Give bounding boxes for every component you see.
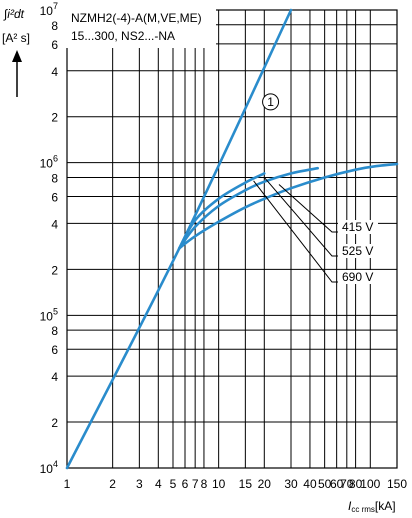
x-tick-label: 100: [360, 477, 380, 491]
x-tick-label: 3: [136, 477, 143, 491]
series-line-690-v: [178, 162, 399, 250]
series-line-1: [65, 8, 293, 470]
annotation-label-bg: [338, 270, 378, 284]
y-tick-label: 8: [51, 19, 58, 33]
y-tick-label: 107: [40, 1, 58, 18]
annotation-label: 415 V: [342, 220, 373, 234]
y-tick-label: 6: [51, 38, 58, 52]
y-axis-label: ∫i²dt: [3, 7, 25, 21]
x-tick-label: 150: [387, 477, 407, 491]
x-axis-label-sub: cc rms: [351, 505, 375, 514]
curve-marker-circle: [262, 93, 280, 111]
x-tick-label: 20: [258, 477, 272, 491]
grid: [66, 9, 398, 469]
series-line-415-v: [178, 166, 319, 250]
y-tick-label: 6: [51, 191, 58, 205]
x-axis-label-unit: [kA]: [375, 499, 396, 513]
chart-title-line-1: NZMH2(-4)-A(M,VE,ME): [71, 11, 202, 25]
x-axis-label-main: I: [348, 499, 352, 513]
series-line-525-v: [178, 172, 266, 250]
y-tick-label: 106: [40, 154, 58, 171]
x-tick-label: 60: [330, 477, 344, 491]
x-tick-label: 30: [284, 477, 298, 491]
curve-marker-label: 1: [267, 95, 274, 109]
y-tick-label: 4: [51, 370, 58, 384]
annotation-label: 525 V: [342, 244, 373, 258]
annotations: 415 V 525 V 690 V 1: [253, 93, 378, 284]
x-tick-label: 70: [340, 477, 354, 491]
x-tick-label: 4: [155, 477, 162, 491]
x-tick-label: 10: [212, 477, 226, 491]
plot-frame: [66, 9, 398, 469]
x-tick-label: 80: [349, 477, 363, 491]
annotation-label: 690 V: [342, 270, 373, 284]
x-tick-label: 6: [182, 477, 189, 491]
x-tick-label: 50: [318, 477, 332, 491]
x-axis-label: Icc rms[kA]: [348, 499, 396, 514]
y-tick-label: 4: [51, 217, 58, 231]
y-tick-label: 104: [40, 459, 58, 476]
y-tick-label: 2: [51, 263, 58, 277]
y-tick-label: 2: [51, 416, 58, 430]
y-tick-label: 6: [51, 343, 58, 357]
x-tick-label: 5: [170, 477, 177, 491]
annotation-label-bg: [338, 244, 378, 258]
y-tick-label: 4: [51, 65, 58, 79]
title-box-bg: [66, 8, 216, 48]
x-tick-label: 40: [303, 477, 317, 491]
x-tick-label: 2: [109, 477, 116, 491]
curves: [65, 8, 399, 470]
y-tick-label: 2: [51, 111, 58, 125]
x-tick-label: 1: [64, 477, 71, 491]
y-axis-arrow-icon: [12, 50, 22, 97]
y-tick-label: 8: [51, 171, 58, 185]
x-tick-label: 15: [239, 477, 253, 491]
x-tick-label: 7: [192, 477, 199, 491]
y-tick-label: 105: [40, 306, 58, 323]
y-tick-label: 8: [51, 324, 58, 338]
x-tick-label: 8: [201, 477, 208, 491]
y-axis-unit: [A² s]: [2, 31, 30, 45]
chart-title-line-2: 15...300, NS2...-NA: [71, 29, 175, 43]
annotation-label-bg: [338, 220, 378, 234]
